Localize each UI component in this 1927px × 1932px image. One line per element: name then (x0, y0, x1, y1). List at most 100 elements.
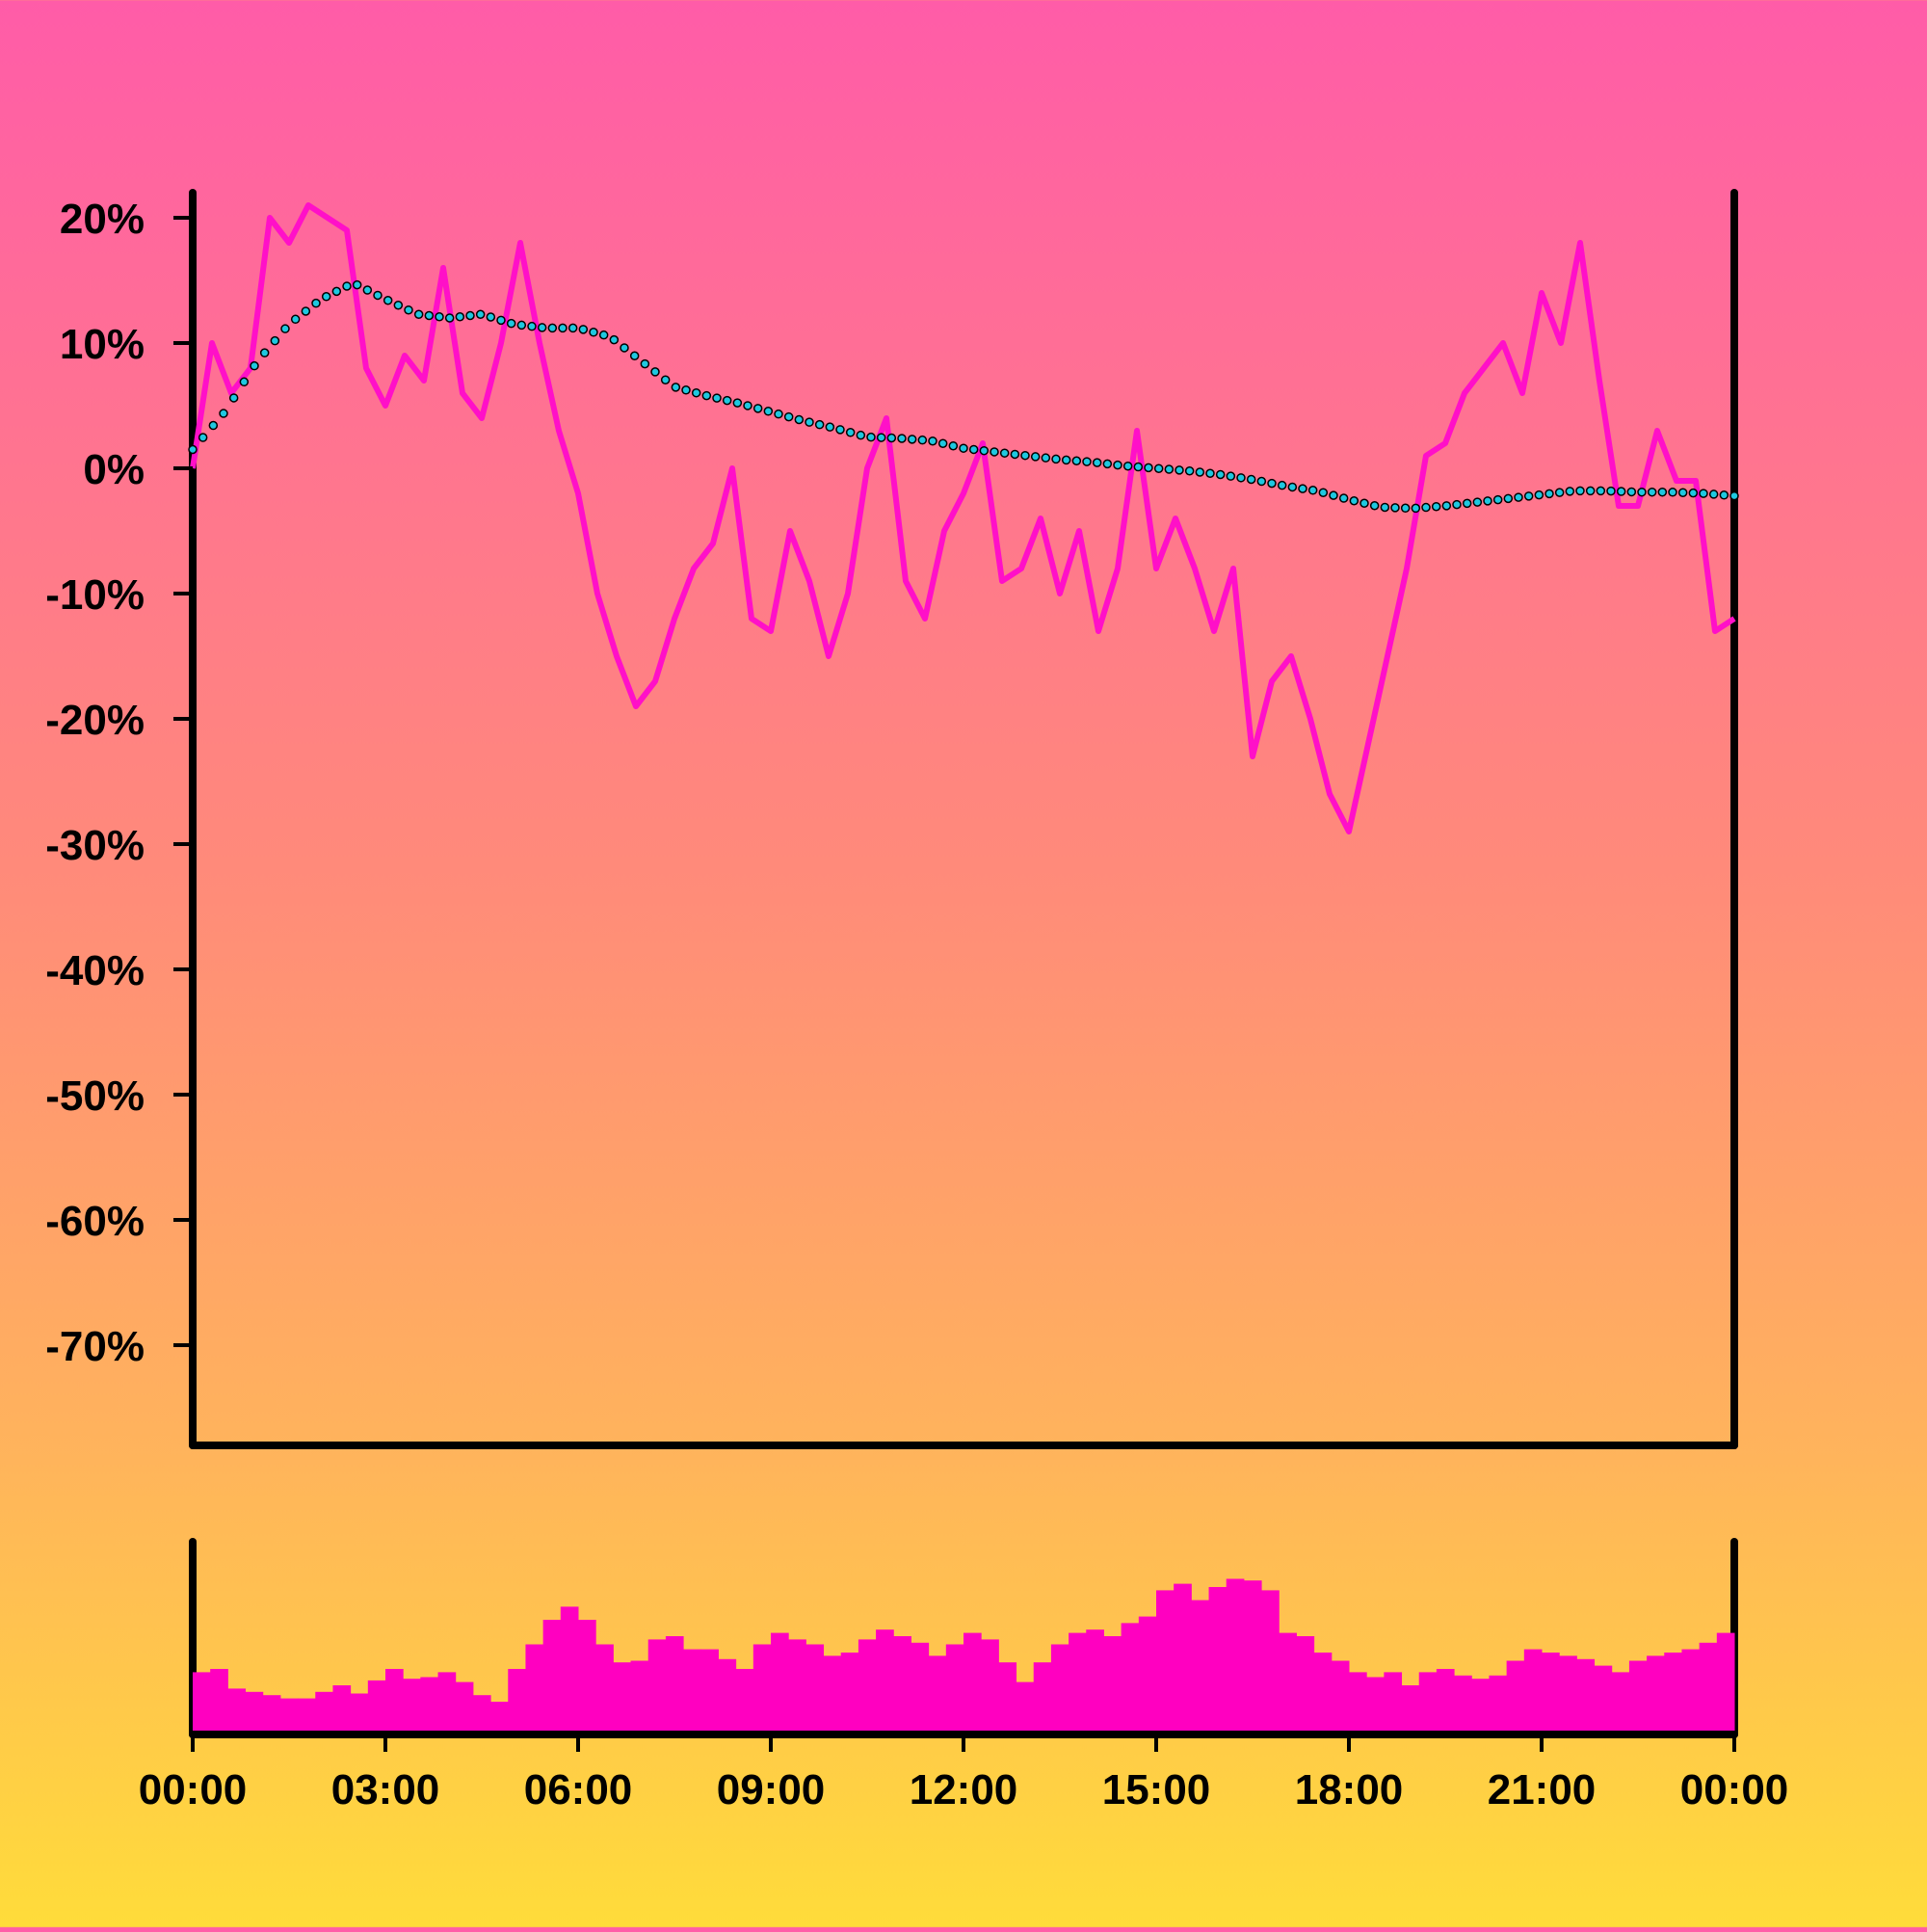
moving-average-point (1071, 456, 1082, 466)
volume-bar (876, 1629, 894, 1734)
x-tick-label: 06:00 (524, 1766, 633, 1813)
volume-bar (455, 1681, 474, 1734)
moving-average-point (1329, 490, 1338, 500)
moving-average-point (1338, 493, 1349, 503)
moving-average-point (825, 422, 835, 432)
moving-average-point (527, 321, 537, 331)
moving-average-point (362, 285, 373, 295)
moving-average-point (1534, 490, 1544, 500)
volume-bar (472, 1695, 491, 1734)
moving-average-point (1369, 500, 1380, 511)
volume-bar (437, 1672, 457, 1734)
moving-average-point (743, 401, 752, 410)
volume-bar (1121, 1623, 1140, 1734)
moving-average-point (219, 409, 228, 418)
volume-bar (1401, 1685, 1420, 1734)
x-tick-label: 21:00 (1488, 1766, 1597, 1813)
volume-bar (1506, 1660, 1525, 1734)
volume-bar (332, 1685, 352, 1734)
moving-average-point (1133, 462, 1144, 472)
moving-average-point (1421, 502, 1431, 513)
moving-average-point (722, 395, 732, 406)
x-tick-label: 00:00 (139, 1766, 248, 1813)
x-tick-label: 03:00 (331, 1766, 440, 1813)
moving-average-point (1647, 487, 1657, 497)
volume-bar (1542, 1653, 1560, 1734)
volume-bar (665, 1636, 684, 1734)
moving-average-point (444, 313, 455, 323)
volume-bar (1279, 1632, 1297, 1734)
moving-average-point (1380, 502, 1390, 513)
moving-average-point (856, 430, 866, 440)
moving-average-point (712, 393, 722, 403)
volume-bar (1716, 1632, 1735, 1734)
moving-average-point (805, 417, 814, 427)
moving-average-point (1020, 450, 1030, 461)
volume-bar (1138, 1616, 1157, 1734)
volume-bars (193, 1578, 1735, 1734)
moving-average-point (516, 320, 527, 331)
volume-bar (403, 1679, 421, 1734)
moving-average-point (1668, 488, 1677, 497)
moving-average-point (475, 309, 486, 320)
moving-average-point (1585, 486, 1596, 496)
volume-bar (1681, 1649, 1701, 1734)
moving-average-point (1267, 478, 1277, 489)
volume-bar (981, 1639, 999, 1734)
volume-bar (1471, 1679, 1490, 1734)
volume-bar (1349, 1672, 1367, 1734)
volume-bar (1156, 1590, 1175, 1734)
volume-bar (262, 1695, 281, 1734)
moving-average-point (959, 443, 968, 453)
moving-average-point (774, 409, 783, 419)
moving-average-point (1277, 480, 1287, 490)
price-panel (188, 189, 1739, 1449)
volume-bar (1559, 1655, 1577, 1734)
y-tick-label: 10% (60, 321, 145, 368)
moving-average-point (290, 314, 301, 325)
moving-average-point (845, 428, 856, 437)
moving-average-point (1606, 486, 1616, 496)
moving-average-point (1144, 463, 1153, 473)
moving-average-point (979, 445, 990, 456)
moving-average-point (1184, 466, 1195, 476)
moving-average-point (1122, 461, 1133, 471)
moving-average-point (1236, 473, 1246, 483)
moving-average-point (968, 444, 979, 455)
moving-average-point (465, 310, 475, 321)
moving-average-point (270, 335, 280, 346)
moving-average-point (660, 375, 671, 384)
volume-bar (1523, 1649, 1543, 1734)
volume-bar (1366, 1677, 1385, 1734)
volume-bar (1191, 1600, 1210, 1734)
volume-bar (1594, 1665, 1613, 1734)
moving-average-point (301, 306, 311, 316)
moving-average-point (866, 432, 876, 442)
volume-bar (210, 1669, 228, 1734)
volume-bar (508, 1669, 526, 1734)
moving-average-point (259, 348, 270, 357)
volume-bar (700, 1649, 719, 1734)
moving-average-series (188, 279, 1739, 514)
y-axis-ticks: 20% 10% 0% -10% -20% -30% -40% -50% -60% -70% (45, 196, 193, 1370)
volume-bar (1628, 1660, 1648, 1734)
volume-bar (928, 1655, 947, 1734)
moving-average-point (1010, 449, 1020, 460)
volume-bar (1699, 1642, 1718, 1734)
volume-bar (1243, 1580, 1262, 1734)
moving-average-point (239, 377, 250, 387)
volume-bar (771, 1632, 789, 1734)
volume-bar (420, 1677, 439, 1734)
moving-average-point (1452, 499, 1462, 510)
moving-average-point (1051, 454, 1061, 464)
y-tick-label: -40% (45, 947, 145, 994)
moving-average-point (948, 440, 959, 451)
moving-average-point (732, 398, 743, 408)
moving-average-point (876, 433, 886, 442)
moving-average-point (1503, 493, 1514, 504)
moving-average-point (1708, 490, 1719, 499)
volume-bar (998, 1662, 1017, 1734)
moving-average-point (1626, 487, 1637, 497)
